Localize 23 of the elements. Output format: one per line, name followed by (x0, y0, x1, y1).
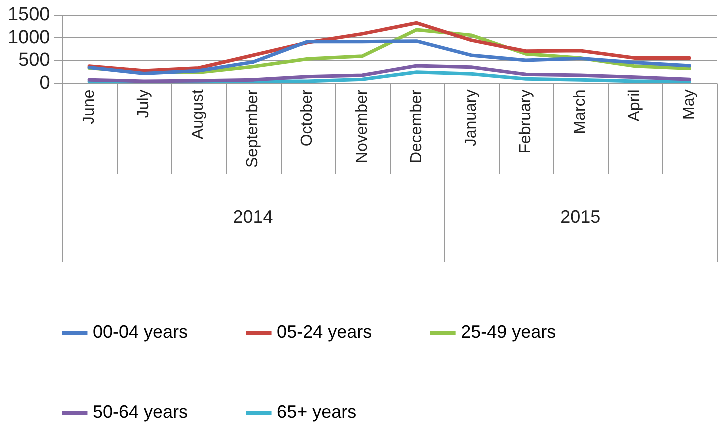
legend-label: 65+ years (277, 402, 357, 422)
text: 2015 (560, 206, 601, 227)
text: 2014 (233, 206, 274, 227)
x-tick-label: April (626, 90, 644, 122)
x-tick-label: February (517, 90, 534, 154)
x-tick-label: September (244, 89, 262, 168)
x-tick-label: March (572, 90, 590, 134)
legend-label: 50-64 years (93, 402, 188, 422)
x-tick-label: July (136, 90, 153, 118)
legend-label: 05-24 years (277, 322, 372, 342)
x-tick-label: December (408, 89, 426, 164)
y-tick-label: 1000 (8, 27, 50, 48)
y-tick-label: 0 (40, 72, 50, 94)
legend-label: 00-04 years (93, 322, 188, 342)
x-tick-label: November (354, 89, 371, 164)
x-tick-label: May (681, 90, 698, 120)
x-tick-label: June (80, 90, 98, 124)
x-tick-label: October (299, 89, 316, 147)
x-tick-label: August (190, 89, 208, 140)
legend-label: 25-49 years (461, 322, 556, 342)
y-tick-label: 1500 (8, 4, 50, 26)
x-tick-label: January (462, 90, 480, 147)
y-tick-label: 500 (18, 50, 50, 72)
